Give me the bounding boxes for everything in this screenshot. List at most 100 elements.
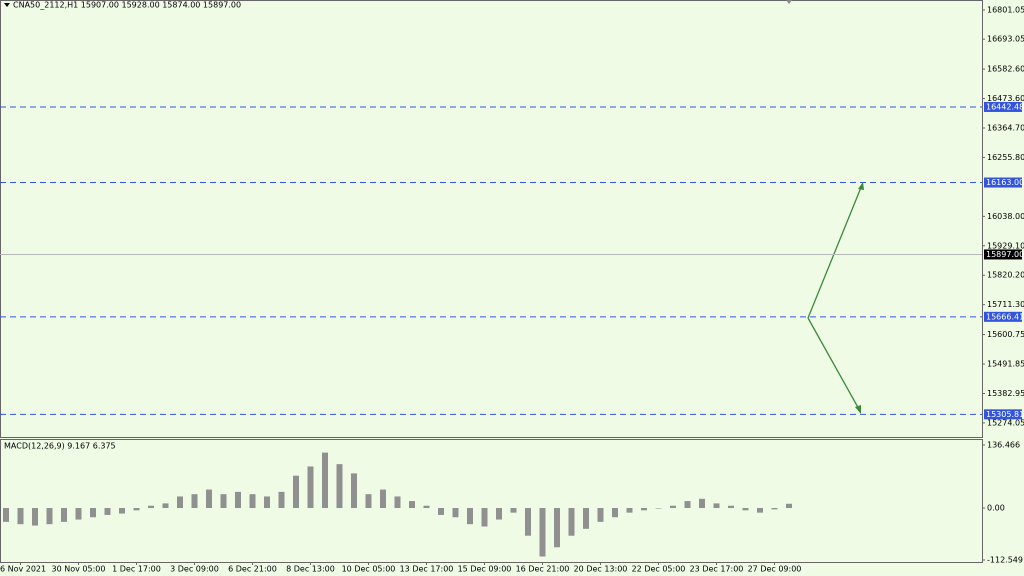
macd-bar xyxy=(452,508,459,518)
y-tick-label: 15711.30 xyxy=(987,300,1024,309)
macd-bar xyxy=(3,508,9,522)
macd-bar xyxy=(75,508,82,520)
macd-bar xyxy=(655,508,662,509)
x-tick-label: 13 Dec 17:00 xyxy=(400,565,454,574)
x-tick-label: 8 Dec 13:00 xyxy=(286,565,335,574)
x-tick-label: 23 Dec 17:00 xyxy=(690,565,744,574)
macd-bar xyxy=(467,508,473,525)
macd-bar xyxy=(438,508,444,515)
x-tick-label: 27 Dec 09:00 xyxy=(748,565,802,574)
level-label: 15305.81 xyxy=(986,410,1024,419)
macd-bar xyxy=(133,508,140,511)
macd-header: MACD(12,26,9) 9.167 6.375 xyxy=(4,442,116,451)
y-tick-label: 15820.20 xyxy=(987,271,1024,280)
y-tick-label: 15382.95 xyxy=(987,389,1024,398)
y-tick-label: 16693.05 xyxy=(987,35,1024,44)
macd-bar xyxy=(684,501,691,509)
macd-bar xyxy=(220,494,227,509)
macd-bar xyxy=(351,473,357,509)
arrow-head xyxy=(858,182,864,190)
y-tick-label: 15274.05 xyxy=(987,418,1024,427)
macd-bar xyxy=(583,508,589,529)
macd-bar xyxy=(742,508,749,511)
macd-bar xyxy=(409,501,415,509)
macd-bar xyxy=(46,508,53,525)
macd-bar xyxy=(249,494,256,509)
y-tick-label: 15491.85 xyxy=(987,360,1024,369)
shift-marker xyxy=(786,0,792,4)
macd-bar xyxy=(699,498,705,509)
level-label-box xyxy=(984,311,1022,322)
macd-bar xyxy=(61,508,67,522)
macd-bar xyxy=(539,508,546,557)
macd-bar xyxy=(104,508,111,515)
macd-bar xyxy=(423,505,430,509)
macd-bar xyxy=(148,505,154,509)
x-tick-label: 30 Nov 05:00 xyxy=(52,565,106,574)
x-tick-label: 20 Dec 13:00 xyxy=(574,565,628,574)
macd-bar xyxy=(394,496,401,509)
macd-bar xyxy=(786,503,792,509)
macd-bar xyxy=(554,508,560,548)
menu-triangle[interactable] xyxy=(4,3,10,7)
y-tick-label: 15600.75 xyxy=(987,330,1024,339)
y-tick-label: 16038.00 xyxy=(987,212,1024,221)
macd-bar xyxy=(757,508,763,513)
macd-bar xyxy=(525,508,531,536)
macd-bar xyxy=(641,508,647,511)
macd-bar xyxy=(235,491,241,509)
level-label-box xyxy=(984,409,1022,420)
macd-bar xyxy=(568,508,575,536)
macd-bar xyxy=(728,505,734,509)
macd-bar xyxy=(496,508,502,520)
macd-bar xyxy=(380,489,386,509)
macd-bar xyxy=(510,508,517,513)
last-price-box xyxy=(984,249,1022,260)
x-tick-label: 10 Dec 05:00 xyxy=(342,565,396,574)
level-label: 16442.48 xyxy=(986,102,1024,111)
arrow-down xyxy=(807,317,861,412)
y-tick-label: 16582.60 xyxy=(987,65,1024,74)
macd-bar xyxy=(119,508,125,514)
macd-bar xyxy=(365,494,372,509)
arrow-up xyxy=(807,184,863,319)
x-tick-label: 16 Dec 21:00 xyxy=(516,565,570,574)
level-label-box xyxy=(984,101,1022,112)
y-tick-label: 16801.05 xyxy=(987,5,1024,14)
arrow-head xyxy=(855,405,861,414)
y-tick-label: 16364.70 xyxy=(987,123,1024,132)
macd-bar xyxy=(264,496,270,509)
y-tick-label: 15929.10 xyxy=(987,241,1024,250)
macd-bar xyxy=(191,494,198,509)
macd-bar xyxy=(90,508,96,518)
macd-bar xyxy=(162,503,169,509)
level-label-box xyxy=(984,177,1022,188)
macd-panel-frame xyxy=(0,439,983,563)
x-tick-label: 6 Dec 21:00 xyxy=(228,565,277,574)
last-price-label: 15897.00 xyxy=(986,250,1024,259)
y-tick-label: 16255.80 xyxy=(987,153,1024,162)
macd-bar xyxy=(278,491,285,509)
macd-bar xyxy=(670,505,676,509)
y-tick-label: 0.00 xyxy=(987,504,1005,513)
symbol-header: CNA50_2112,H1 15907.00 15928.00 15874.00… xyxy=(13,1,241,10)
y-tick-label: 16473.60 xyxy=(987,94,1024,103)
y-tick-label: -112.549 xyxy=(987,555,1023,564)
macd-bar xyxy=(336,464,343,509)
macd-bar xyxy=(322,452,328,509)
macd-bar xyxy=(771,508,778,510)
macd-bar xyxy=(626,508,633,513)
macd-bar xyxy=(32,508,38,526)
x-tick-label: 15 Dec 09:00 xyxy=(458,565,512,574)
forecast-arrows xyxy=(807,182,864,414)
macd-bar xyxy=(17,508,24,525)
x-tick-label: 3 Dec 09:00 xyxy=(170,565,219,574)
macd-bar xyxy=(177,496,183,509)
main-panel-frame xyxy=(0,0,983,438)
x-tick-label: 1 Dec 17:00 xyxy=(112,565,161,574)
y-tick-label: 136.466 xyxy=(987,441,1020,450)
x-tick-label: 22 Dec 05:00 xyxy=(632,565,686,574)
x-tick-label: 26 Nov 2021 xyxy=(0,565,46,574)
